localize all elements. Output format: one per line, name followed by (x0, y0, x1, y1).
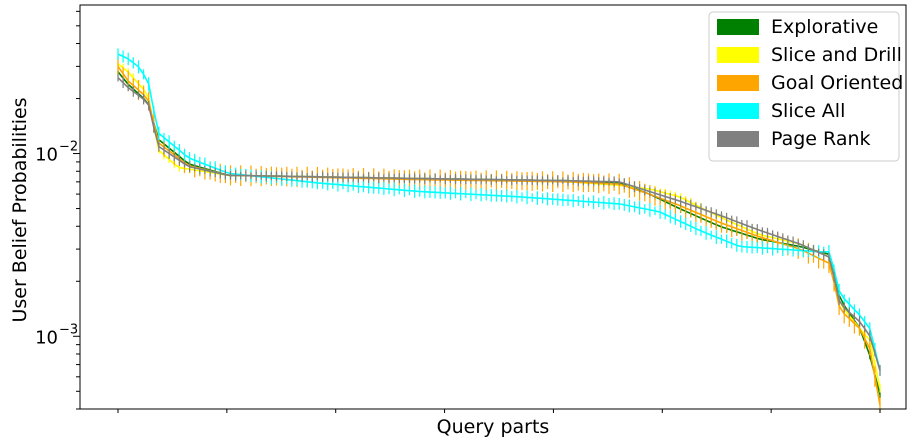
legend-swatch (717, 19, 759, 35)
legend: Explorative Slice and Drill Goal Oriented S… (708, 11, 903, 162)
legend-label: Page Rank (771, 128, 871, 150)
legend-label: Explorative (771, 16, 878, 38)
y-tick-exponent: −2 (59, 140, 78, 155)
legend-swatch (717, 103, 759, 119)
legend-label: Slice and Drill (771, 44, 902, 66)
legend-swatch (717, 131, 759, 147)
y-tick-exponent: −3 (59, 322, 78, 337)
y-axis: 10−210−3 (35, 10, 80, 410)
x-axis-label: Query parts (437, 416, 550, 438)
y-axis-label: User Belief Probabilities (9, 97, 31, 322)
plot-frame (79, 4, 907, 410)
legend-label: Slice All (771, 100, 845, 122)
series-line (117, 77, 881, 371)
legend-swatch (717, 47, 759, 63)
series-page-rank (117, 74, 881, 376)
series-layer (117, 48, 881, 413)
y-tick-label: 10 (35, 145, 58, 166)
x-axis (117, 409, 881, 413)
y-tick-label: 10 (35, 327, 58, 348)
legend-label: Goal Oriented (771, 72, 903, 94)
legend-swatch (717, 75, 759, 91)
